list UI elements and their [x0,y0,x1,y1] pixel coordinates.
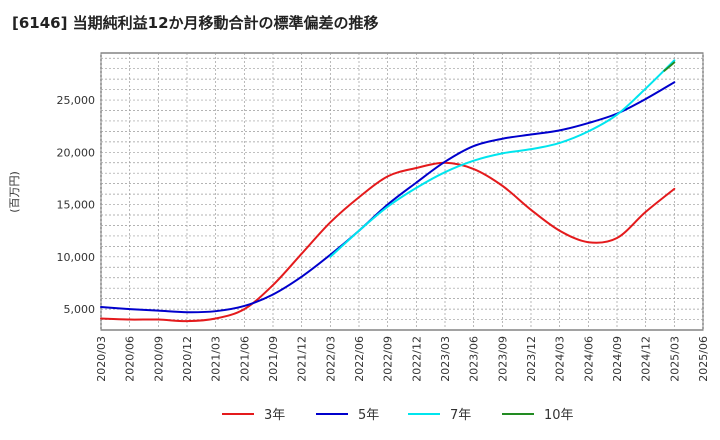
x-tick-label: 2021/12 [296,336,309,382]
x-tick-label: 2021/09 [267,336,280,382]
x-tick-label: 2022/06 [353,336,366,382]
series-line-5年 [100,81,676,314]
y-tick-label: 5,000 [64,303,96,316]
x-tick-label: 2022/03 [324,336,337,382]
x-tick-label: 2020/09 [152,336,165,382]
legend: 3年 5年 7年 10年 [222,408,574,423]
legend-label: 7年 [450,408,471,423]
legend-label: 5年 [358,408,379,423]
chart-title: [6146] 当期純利益12か月移動合計の標準偏差の推移 [12,14,379,32]
x-tick-label: 2024/12 [640,336,653,382]
x-tick-label: 2024/03 [554,336,567,382]
x-tick-label: 2023/12 [525,336,538,382]
y-axis-label: (百万円) [8,171,21,213]
x-tick-label: 2020/06 [124,336,137,382]
y-tick-label: 20,000 [57,146,96,159]
series-line-10年 [663,61,676,72]
x-tick-label: 2022/09 [382,336,395,382]
x-tick-label: 2023/06 [468,336,481,382]
x-tick-label: 2021/03 [210,336,223,382]
y-tick-label: 25,000 [57,94,96,107]
x-tick-label: 2021/06 [238,336,251,382]
x-tick-label: 2022/12 [410,336,423,382]
x-tick-label: 2024/06 [582,336,595,382]
y-tick-label: 15,000 [57,199,96,212]
x-tick-label: 2020/03 [95,336,108,382]
y-axis: 5,000 10,000 15,000 20,000 25,000 [57,94,96,316]
x-tick-label: 2023/03 [439,336,452,382]
legend-label: 10年 [544,408,574,423]
x-axis: 2020/03 2020/06 2020/09 2020/12 2021/03 2021/… [95,336,710,382]
x-tick-label: 2020/12 [181,336,194,382]
x-tick-label: 2025/03 [668,336,681,382]
plot-area [100,52,704,331]
y-tick-label: 10,000 [57,251,96,264]
x-tick-label: 2025/06 [697,336,710,382]
series-line-7年 [329,59,676,258]
x-tick-label: 2024/09 [611,336,624,382]
x-tick-label: 2023/09 [496,336,509,382]
series-lines [100,59,676,323]
legend-label: 3年 [264,408,285,423]
grid-lines [100,53,704,330]
series-line-3年 [100,161,676,323]
